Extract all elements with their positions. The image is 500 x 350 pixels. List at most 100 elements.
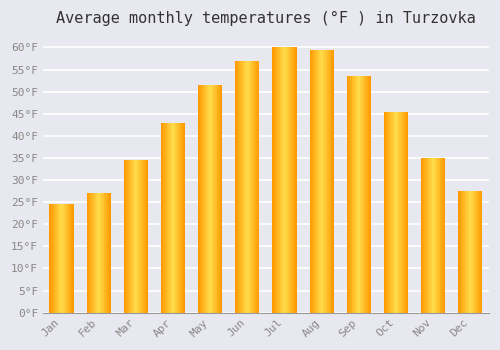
Bar — [176, 122, 177, 313]
Bar — [170, 122, 172, 313]
Bar — [438, 158, 439, 313]
Bar — [110, 193, 111, 313]
Bar — [441, 158, 442, 313]
Bar — [165, 122, 166, 313]
Bar — [278, 48, 279, 313]
Bar — [92, 193, 93, 313]
Bar — [384, 112, 386, 313]
Bar — [326, 50, 328, 313]
Bar — [462, 191, 463, 313]
Bar — [349, 76, 350, 313]
Bar — [347, 76, 348, 313]
Bar — [135, 160, 136, 313]
Bar — [126, 160, 127, 313]
Bar — [64, 204, 65, 313]
Bar — [321, 50, 322, 313]
Bar — [168, 122, 169, 313]
Bar — [434, 158, 435, 313]
Bar — [436, 158, 437, 313]
Bar — [169, 122, 170, 313]
Bar — [481, 191, 482, 313]
Bar — [459, 191, 460, 313]
Bar — [51, 204, 52, 313]
Bar — [406, 112, 408, 313]
Bar — [109, 193, 110, 313]
Bar — [164, 122, 165, 313]
Bar — [55, 204, 56, 313]
Bar — [108, 193, 109, 313]
Bar — [428, 158, 429, 313]
Bar — [366, 76, 367, 313]
Bar — [370, 76, 371, 313]
Bar — [426, 158, 428, 313]
Bar — [313, 50, 314, 313]
Bar — [218, 85, 219, 313]
Bar — [124, 160, 126, 313]
Bar — [316, 50, 317, 313]
Bar — [257, 61, 258, 313]
Bar — [102, 193, 104, 313]
Bar — [174, 122, 176, 313]
Bar — [463, 191, 464, 313]
Bar — [479, 191, 480, 313]
Bar — [138, 160, 139, 313]
Bar — [442, 158, 443, 313]
Bar — [477, 191, 478, 313]
Bar — [402, 112, 403, 313]
Bar — [246, 61, 248, 313]
Bar — [273, 48, 274, 313]
Bar — [178, 122, 180, 313]
Bar — [199, 85, 200, 313]
Bar — [219, 85, 220, 313]
Bar — [290, 48, 291, 313]
Bar — [96, 193, 97, 313]
Bar — [212, 85, 214, 313]
Bar — [177, 122, 178, 313]
Bar — [252, 61, 253, 313]
Bar — [364, 76, 366, 313]
Bar — [466, 191, 467, 313]
Bar — [56, 204, 58, 313]
Bar — [211, 85, 212, 313]
Bar — [359, 76, 360, 313]
Bar — [310, 50, 311, 313]
Bar — [476, 191, 477, 313]
Bar — [318, 50, 320, 313]
Bar — [315, 50, 316, 313]
Bar — [180, 122, 181, 313]
Bar — [357, 76, 358, 313]
Bar — [216, 85, 218, 313]
Bar — [71, 204, 72, 313]
Bar — [444, 158, 445, 313]
Bar — [363, 76, 364, 313]
Bar — [144, 160, 146, 313]
Bar — [404, 112, 405, 313]
Bar — [282, 48, 283, 313]
Bar — [86, 193, 88, 313]
Bar — [355, 76, 356, 313]
Bar — [471, 191, 472, 313]
Bar — [279, 48, 280, 313]
Bar — [72, 204, 73, 313]
Bar — [422, 158, 424, 313]
Bar — [356, 76, 357, 313]
Bar — [98, 193, 100, 313]
Bar — [136, 160, 138, 313]
Bar — [276, 48, 278, 313]
Bar — [391, 112, 392, 313]
Bar — [63, 204, 64, 313]
Bar — [398, 112, 399, 313]
Bar — [253, 61, 254, 313]
Bar — [204, 85, 206, 313]
Bar — [198, 85, 199, 313]
Bar — [162, 122, 164, 313]
Bar — [425, 158, 426, 313]
Bar — [439, 158, 440, 313]
Bar — [238, 61, 240, 313]
Bar — [458, 191, 459, 313]
Bar — [329, 50, 330, 313]
Bar — [128, 160, 130, 313]
Bar — [59, 204, 60, 313]
Bar — [351, 76, 352, 313]
Bar — [280, 48, 281, 313]
